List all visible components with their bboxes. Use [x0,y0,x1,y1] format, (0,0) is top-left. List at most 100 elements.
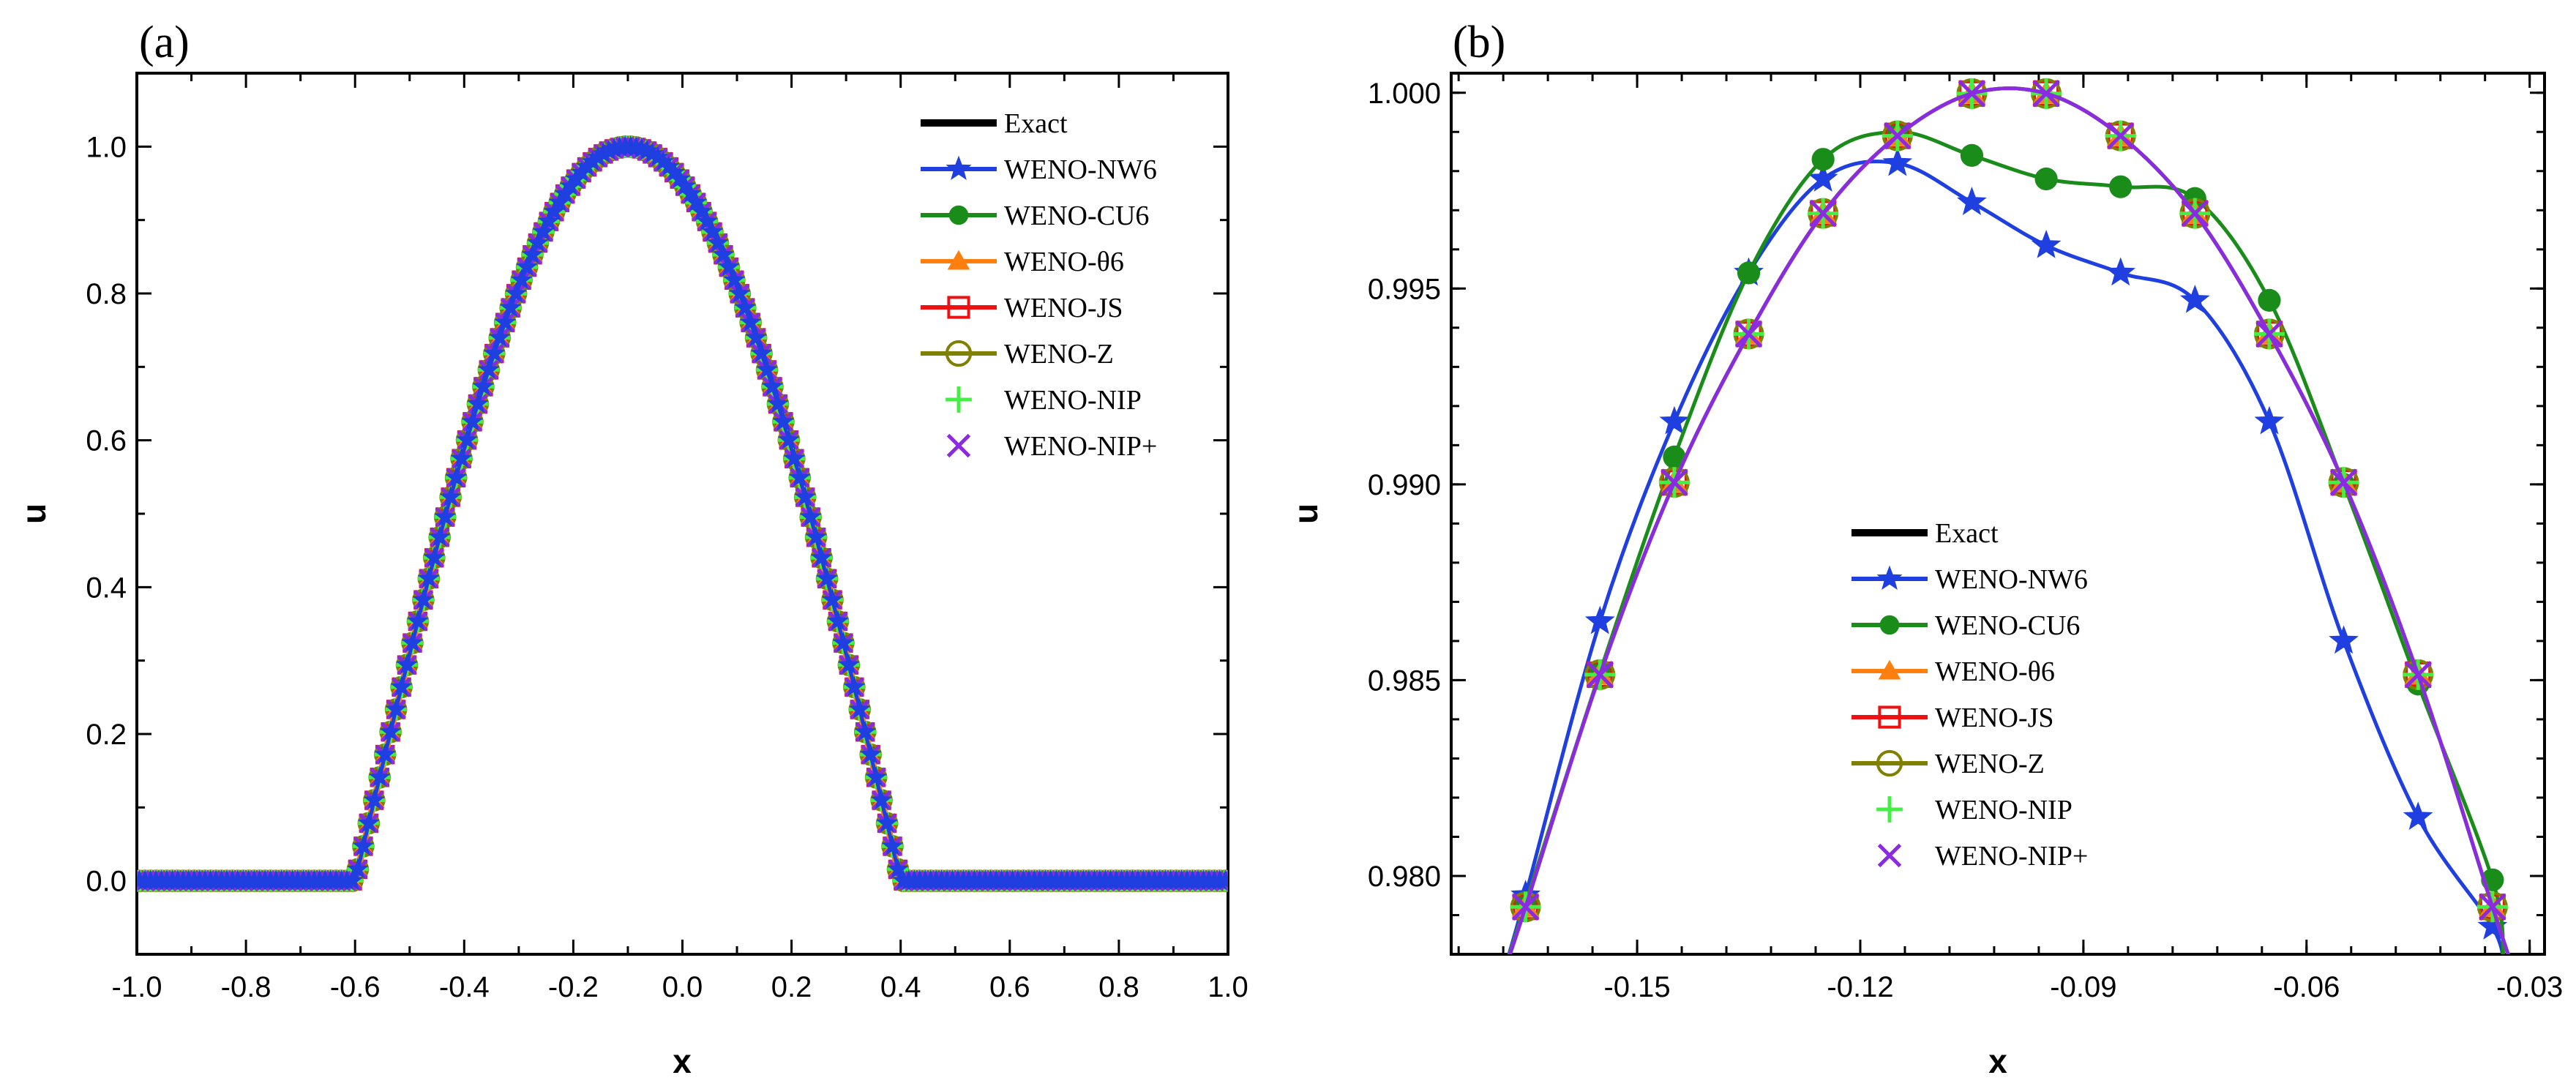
panel-a-marker-weno-nw6 [729,282,751,303]
panel-a-marker-weno-nw6 [821,588,844,610]
panel-a-marker-weno-nw6 [423,546,445,567]
panel-a-marker-weno-nw6 [690,200,713,221]
panel-b-legend: Exact WENO-NW6 WENO-CU6 WENO-θ6 WENO-JS WENO-… [1852,518,2088,872]
panel-a-marker-weno-nw6 [445,466,467,487]
panel-a-marker-weno-nw6 [838,654,860,675]
panel-b-legend-item-weno-6: WENO-θ6 [1852,656,2055,687]
panel-b-marker-weno-nw6 [1882,147,1913,176]
panel-a-marker-weno-nw6 [407,610,429,631]
panel-b-marker-weno-nw6 [2329,625,2359,654]
panel-b-marker-weno-nip [2479,893,2506,921]
panel-a-marker-weno-nw6 [800,506,822,527]
panel-a-legend-label: WENO-NW6 [1004,154,1157,185]
panel-a-marker-weno-nw6 [805,525,827,547]
panel-a-marker-weno-nw6 [483,342,505,363]
panel-b-y-tick-label: 0.985 [1368,664,1441,697]
panel-a-legend-item-weno-nip: WENO-NIP [946,385,1142,416]
panel-b-marker-weno-nw6 [1584,605,1615,634]
panel-b-marker-weno-cu6 [1737,261,1761,285]
panel-b-marker-weno-nip [1809,199,1837,228]
panel-a-marker-weno-nw6 [745,326,767,348]
panel-a-legend-marker [947,250,970,270]
panel-a-marker-weno-nw6 [472,375,495,396]
panel-a-legend-label: WENO-CU6 [1004,201,1149,231]
panel-b-legend-label: WENO-NW6 [1935,564,2088,595]
panel-b-y-tick-label: 0.980 [1368,861,1441,893]
panel-a-marker-weno-nw6 [369,765,391,787]
panel-a-marker-weno-nw6 [429,525,451,547]
panel-b-legend-marker [1879,615,1900,635]
panel-b-marker-weno-nip [2329,468,2358,496]
panel-a-legend-marker [946,433,971,458]
panel-b-legend-item-weno-cu6: WENO-CU6 [1852,610,2080,641]
panel-b: (b) -0.15 -0.12 -0.09 -0.06 -0.03 0.980 0.985 0… [1287,18,2563,1080]
panel-a-marker-weno-nw6 [418,567,440,588]
panel-a-legend-item-weno-nip: WENO-NIP+ [946,431,1157,462]
panel-a-x-tick-label: -1.0 [112,971,162,1003]
panel-a-y-tick-label: 1.0 [86,131,127,163]
panel-a-x-tick-label: 0.6 [989,971,1030,1003]
panel-a-marker-weno-nw6 [456,428,478,449]
panel-a-marker-weno-nw6 [358,812,380,833]
panel-a-marker-weno-nw6 [707,231,729,252]
panel-a-marker-weno-nw6 [816,567,838,588]
panel-a-legend-item-weno-z: WENO-Z [921,339,1114,370]
panel-b-legend-label: WENO-CU6 [1935,610,2080,641]
panel-b-legend-label: WENO-NIP [1935,795,2073,825]
panel-b-marker-weno-nip [2404,661,2432,689]
panel-b-marker-weno-nw6 [2179,284,2210,313]
panel-a-marker-weno-nw6 [849,697,871,719]
panel-a-marker-weno-nw6 [761,375,784,396]
panel-b-marker-weno-nip [2106,121,2135,150]
panel-b-x-axis-title: x [1988,1042,2007,1080]
panel-a-x-tick-label: 0.4 [880,971,921,1003]
panel-a-marker-weno-nw6 [374,743,396,764]
panel-b-label: (b) [1453,18,1505,67]
panel-a-marker-weno-nw6 [881,834,904,855]
panel-b-marker-weno-cu6 [1811,148,1835,171]
panel-a-x-tick-label: 0.8 [1098,971,1139,1003]
panel-b-marker-weno-nip [1660,468,1688,496]
panel-a-x-tick-label: -0.4 [439,971,490,1003]
panel-b-legend-item-weno-nw6: WENO-NW6 [1852,564,2088,595]
panel-b-y-tick-label: 0.995 [1368,273,1441,305]
panel-a-marker-weno-nw6 [363,789,385,810]
panel-a-marker-weno-nw6 [860,743,882,764]
panel-b-marker-weno-nip [1511,893,1540,921]
panel-a-marker-weno-nw6 [510,269,533,290]
panel-a-marker-weno-nw6 [516,255,538,277]
panel-b-x-tick-label: -0.03 [2496,971,2563,1003]
panel-a-x-tick-label: -0.6 [330,971,381,1003]
panel-a-marker-weno-nw6 [538,210,560,231]
panel-a-marker-weno-nw6 [740,311,762,332]
panel-a-marker-weno-nw6 [772,410,795,431]
panel-b-x-tick-label: -0.15 [1603,971,1670,1003]
panel-a-legend-label: WENO-NIP+ [1004,431,1157,462]
panel-b-x-tick-label: -0.09 [2050,971,2116,1003]
panel-a-marker-weno-nw6 [718,255,740,277]
panel-a-y-tick-label: 0.0 [86,866,127,898]
panel-a-marker-weno-nw6 [494,311,516,332]
panel-b-x-tick-label: -0.06 [2273,971,2340,1003]
panel-a-legend-item-weno-js: WENO-JS [921,293,1123,323]
panel-a-legend-marker [945,340,973,367]
panel-a-y-tick-label: 0.4 [86,572,127,604]
panel-a-series [137,135,1228,892]
panel-a-legend-marker [946,386,972,413]
panel-a-marker-weno-nw6 [439,485,462,506]
panel-a-marker-weno-nw6 [396,654,418,675]
panel-b-line-weno-cu6 [1507,130,2505,954]
panel-a-legend: Exact WENO-NW6 WENO-CU6 WENO-θ6 WENO-JS WENO-… [921,108,1157,462]
panel-a-marker-weno-nw6 [783,447,805,468]
panel-b-marker-weno-nw6 [2105,257,2136,286]
panel-b-legend-item-weno-z: WENO-Z [1852,749,2045,779]
panel-a-marker-weno-nw6 [500,296,522,318]
panel-a-label: (a) [139,18,190,67]
panel-b-legend-marker [1876,749,1903,777]
panel-b-series [1507,78,2510,954]
panel-a-x-axis-title: x [673,1042,692,1080]
panel-b-marker-weno-cu6 [1663,445,1686,469]
panel-a-marker-weno-nw6 [827,610,849,631]
panel-a-legend-item-weno-6: WENO-θ6 [921,247,1124,277]
panel-a-marker-weno-nw6 [778,428,800,449]
